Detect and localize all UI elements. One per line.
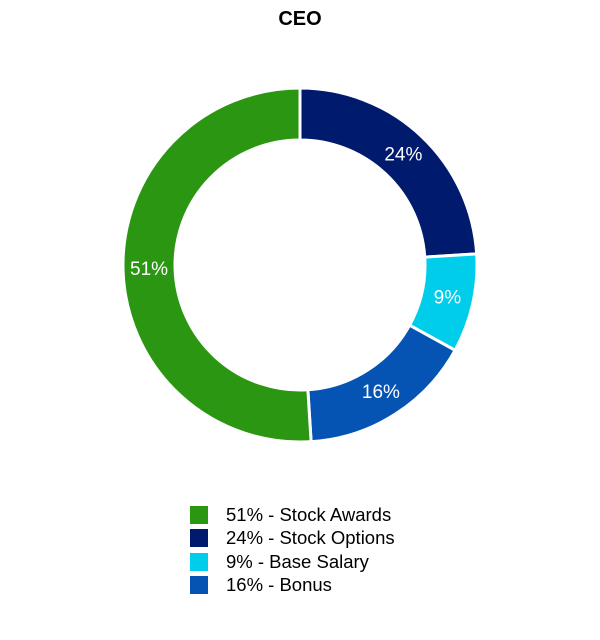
legend-label-stock-awards: 51% - Stock Awards xyxy=(226,503,392,525)
legend-label-stock-options: 24% - Stock Options xyxy=(226,527,395,549)
legend-swatch-bonus xyxy=(190,576,208,595)
slice-label-stock-awards: 51% xyxy=(130,259,168,280)
legend-item-base-salary: 9% - Base Salary xyxy=(190,550,395,574)
legend-swatch-stock-awards xyxy=(190,505,208,524)
slice-labels: 24% 9% 16% 51% xyxy=(130,144,461,403)
slice-label-bonus: 16% xyxy=(362,382,400,403)
legend-item-stock-awards: 51% - Stock Awards xyxy=(190,503,395,527)
legend: 51% - Stock Awards 24% - Stock Options 9% … xyxy=(190,503,395,597)
legend-swatch-stock-options xyxy=(190,529,208,548)
slice-label-base-salary: 9% xyxy=(434,287,462,308)
slice-label-stock-options: 24% xyxy=(384,144,422,165)
legend-label-bonus: 16% - Bonus xyxy=(226,574,332,596)
legend-item-bonus: 16% - Bonus xyxy=(190,574,395,598)
chart-title: CEO xyxy=(278,8,322,30)
donut-chart: 24% 9% 16% 51% xyxy=(121,86,479,444)
slices xyxy=(121,86,479,444)
legend-item-stock-options: 24% - Stock Options xyxy=(190,527,395,551)
legend-swatch-base-salary xyxy=(190,552,208,571)
slice-stock-awards xyxy=(121,86,313,444)
slice-stock-options xyxy=(298,86,479,259)
legend-label-base-salary: 9% - Base Salary xyxy=(226,550,369,572)
